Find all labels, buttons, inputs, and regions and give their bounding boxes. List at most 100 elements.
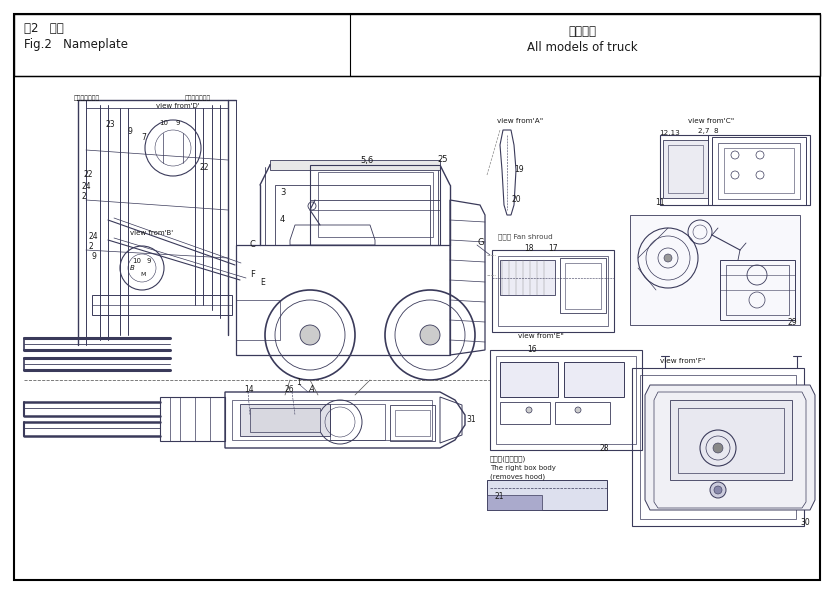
Text: 2: 2	[82, 192, 87, 201]
Text: All models of truck: All models of truck	[527, 41, 637, 54]
Bar	[712, 137, 806, 205]
Text: 图2   标示: 图2 标示	[24, 22, 63, 35]
Text: 橡条内置前门条: 橡条内置前门条	[185, 95, 211, 100]
Text: (removes hood): (removes hood)	[490, 474, 545, 481]
Bar	[660, 135, 810, 205]
Bar	[330, 404, 385, 440]
Text: 5,6: 5,6	[360, 156, 374, 165]
Text: 31: 31	[466, 415, 475, 424]
Bar	[318, 172, 433, 237]
Text: 橡条外挂前门条: 橡条外挂前门条	[74, 95, 100, 100]
Bar	[390, 405, 435, 441]
Bar	[395, 410, 430, 436]
Text: 右筱体(去掉机罩): 右筱体(去掉机罩)	[490, 455, 526, 462]
Bar	[640, 375, 796, 519]
Text: 29: 29	[788, 318, 797, 327]
Text: A: A	[308, 385, 314, 394]
Text: C: C	[250, 240, 256, 249]
Text: 3: 3	[280, 188, 285, 197]
Text: 24: 24	[89, 232, 98, 241]
Text: 11: 11	[655, 198, 665, 207]
Bar	[555, 402, 610, 424]
Text: view from'C": view from'C"	[688, 118, 734, 124]
Text: 1: 1	[296, 378, 301, 387]
Text: 30: 30	[800, 518, 810, 527]
Text: 25: 25	[437, 155, 448, 164]
Text: 22: 22	[200, 163, 209, 172]
Text: 7: 7	[141, 133, 146, 142]
Bar	[250, 408, 320, 432]
Text: E: E	[260, 278, 264, 287]
Text: view from'F": view from'F"	[660, 358, 706, 364]
Circle shape	[300, 325, 320, 345]
Bar	[490, 350, 642, 450]
Text: 10: 10	[159, 120, 168, 126]
Text: M: M	[140, 272, 145, 277]
Text: 9: 9	[147, 258, 152, 264]
Text: 12,13: 12,13	[659, 130, 680, 136]
Text: G: G	[478, 238, 485, 247]
Text: 风冷的 Fan shroud: 风冷的 Fan shroud	[498, 233, 553, 239]
Text: 10: 10	[132, 258, 141, 264]
Text: view from'B': view from'B'	[130, 230, 173, 236]
Text: 18: 18	[524, 244, 534, 253]
Bar	[720, 260, 795, 320]
Text: 14: 14	[244, 385, 254, 394]
Text: 9: 9	[176, 120, 180, 126]
Bar	[726, 265, 789, 315]
Bar	[496, 356, 636, 444]
Text: view from'A": view from'A"	[497, 118, 543, 124]
Text: B: B	[130, 265, 135, 271]
Bar	[500, 402, 550, 424]
Bar	[663, 140, 708, 198]
Bar	[564, 362, 624, 397]
Circle shape	[575, 407, 581, 413]
Circle shape	[664, 254, 672, 262]
Bar	[92, 295, 232, 315]
Bar	[487, 480, 607, 510]
Text: 4: 4	[280, 215, 285, 224]
Text: 26: 26	[285, 385, 294, 394]
Text: 24: 24	[82, 182, 92, 191]
Bar	[310, 165, 440, 245]
Bar	[498, 256, 608, 326]
Bar	[565, 263, 601, 309]
Circle shape	[714, 486, 722, 494]
Bar	[232, 400, 432, 440]
Bar	[14, 14, 820, 76]
Bar	[275, 185, 430, 245]
Text: view from'D': view from'D'	[156, 103, 199, 109]
Circle shape	[526, 407, 532, 413]
Bar	[632, 368, 804, 526]
Bar	[492, 250, 614, 332]
Bar	[487, 495, 542, 510]
Bar	[668, 145, 703, 193]
Bar	[500, 362, 558, 397]
Text: 17: 17	[548, 244, 558, 253]
Bar	[718, 143, 800, 199]
Text: The right box body: The right box body	[490, 465, 556, 471]
Bar	[160, 397, 225, 441]
Text: 20: 20	[512, 195, 521, 204]
Polygon shape	[645, 385, 815, 510]
Text: 22: 22	[84, 170, 93, 179]
Bar	[670, 400, 792, 480]
Bar	[270, 160, 440, 170]
Text: Fig.2   Nameplate: Fig.2 Nameplate	[24, 38, 128, 51]
Text: 28: 28	[600, 444, 610, 453]
Text: 16: 16	[527, 345, 536, 354]
Bar	[560, 258, 606, 313]
Text: F: F	[250, 270, 255, 279]
Bar	[724, 148, 794, 193]
Text: 19: 19	[514, 165, 524, 174]
Bar	[240, 404, 330, 436]
Bar	[500, 260, 555, 295]
Text: 21: 21	[495, 492, 505, 501]
Text: 2: 2	[89, 242, 93, 251]
Circle shape	[710, 482, 726, 498]
Text: 9: 9	[128, 127, 133, 136]
Text: view from'E": view from'E"	[518, 333, 564, 339]
Circle shape	[713, 443, 723, 453]
Circle shape	[420, 325, 440, 345]
Bar	[678, 408, 784, 473]
